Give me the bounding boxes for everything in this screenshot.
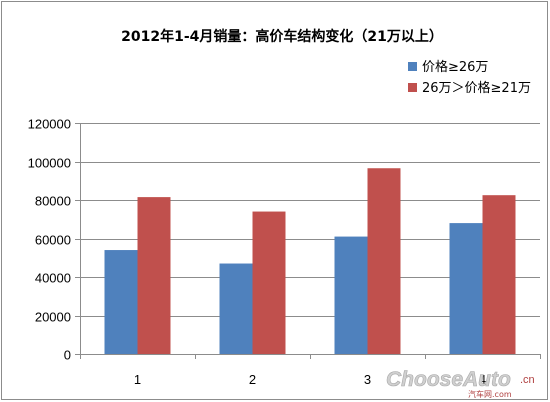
y-tick-label: 80000 (35, 194, 71, 209)
bar-2-3 (367, 168, 401, 354)
x-tick-label: 1 (134, 372, 141, 387)
bar-1-1 (104, 250, 138, 354)
legend-label: 价格≥26万 (422, 59, 488, 75)
bars (104, 168, 516, 354)
y-tick-label: 40000 (35, 271, 71, 286)
y-axis: 0 20000 40000 60000 80000 100000 120000 (28, 117, 81, 363)
watermark-domain: .cn (520, 374, 535, 386)
bar-1-4 (449, 223, 483, 354)
legend: 价格≥26万 26万＞价格≥21万 (408, 59, 531, 96)
watermark-subtitle: 汽车网.com (468, 389, 512, 399)
x-tick-label: 2 (249, 372, 256, 387)
bar-2-4 (482, 195, 516, 354)
bar-1-2 (219, 263, 253, 354)
legend-label: 26万＞价格≥21万 (422, 80, 531, 96)
chart-title: 2012年1-4月销量：高价车结构变化（21万以上） (121, 28, 443, 45)
x-tick-label: 3 (364, 372, 371, 387)
watermark-brand: ChooseAuto (386, 368, 511, 391)
y-tick-label: 20000 (35, 310, 71, 325)
y-tick-label: 100000 (28, 156, 71, 171)
bar-2-1 (137, 197, 171, 354)
y-tick-label: 120000 (28, 117, 71, 132)
x-axis: 1 2 3 4 (80, 354, 541, 387)
x-tick-label: 4 (479, 372, 486, 387)
legend-swatch (408, 62, 417, 71)
legend-swatch (408, 83, 417, 92)
watermark-logo: ChooseAuto 汽车网.com .cn (386, 368, 535, 399)
bar-2-2 (252, 211, 286, 354)
bar-1-3 (334, 236, 368, 354)
y-tick-label: 0 (64, 348, 71, 363)
y-tick-label: 60000 (35, 233, 71, 248)
